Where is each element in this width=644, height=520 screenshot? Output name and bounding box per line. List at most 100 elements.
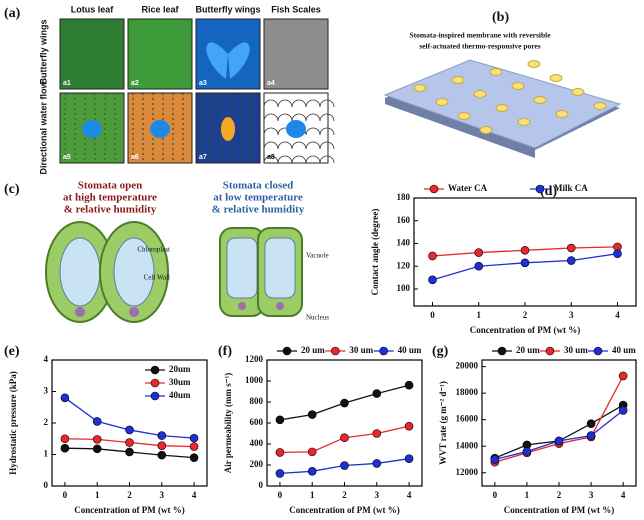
nucleus: [75, 307, 85, 317]
tile-image: [263, 18, 329, 90]
stomata-open-label: Stomata open: [78, 180, 142, 192]
scale: [305, 155, 321, 164]
y-axis-label: Hydrostatic pressure (kPa): [8, 371, 18, 475]
water-drop: [221, 117, 235, 141]
pore: [549, 74, 563, 82]
data-point: [340, 398, 349, 408]
legend-label: Milk CA: [554, 183, 588, 193]
y-tick-label: 12000: [456, 467, 479, 477]
legend-marker: [150, 378, 160, 388]
butterfly: [206, 42, 250, 79]
data-point: [372, 459, 382, 468]
nucleus: [238, 302, 246, 310]
data-point: [157, 450, 167, 460]
plot-frame: [481, 359, 637, 487]
pore: [533, 96, 547, 104]
y-tick-label: 4: [44, 354, 49, 364]
x-tick-label: 4: [192, 490, 197, 500]
data-point: [372, 389, 382, 398]
part-label: Nucleus: [306, 314, 329, 322]
stomata-closed-label: at low temperature: [213, 192, 303, 204]
panel-label: (b): [492, 10, 509, 25]
data-point: [307, 466, 317, 476]
legend-marker: [150, 365, 160, 375]
panel-b-title: self-actuated thermo-responsive pores: [419, 42, 540, 51]
x-tick-label: 3: [589, 490, 594, 500]
x-tick-label: 0: [430, 310, 435, 320]
x-tick-label: 1: [477, 310, 482, 320]
legend-marker: [429, 184, 439, 194]
data-point: [92, 417, 102, 426]
data-point: [474, 261, 484, 271]
series-line: [494, 409, 624, 461]
column-label: Fish Scales: [271, 4, 321, 14]
y-tick-label: 120: [397, 260, 411, 270]
scale: [291, 141, 307, 150]
data-point: [566, 243, 576, 253]
scale: [277, 155, 293, 164]
water-drop: [82, 120, 102, 138]
pore: [571, 88, 585, 96]
data-point: [520, 258, 530, 268]
x-tick-label: 4: [407, 490, 412, 500]
data-point: [586, 431, 596, 440]
legend-label: 40um: [169, 390, 191, 400]
tile-label: a5: [63, 154, 71, 161]
vacuole: [113, 237, 155, 307]
pore: [479, 126, 493, 134]
tile-label: a2: [131, 80, 139, 87]
scale: [305, 99, 321, 108]
scale: [291, 113, 307, 122]
data-point: [520, 245, 530, 255]
pore: [489, 68, 503, 76]
x-tick-label: 0: [63, 490, 68, 500]
legend-marker: [535, 184, 545, 194]
x-tick-label: 3: [569, 310, 574, 320]
legend-label: 20 um: [516, 345, 540, 355]
part-label: Cell Wall: [144, 274, 170, 282]
data-point: [428, 251, 437, 261]
y-tick-label: 16000: [456, 414, 479, 424]
x-tick-label: 0: [278, 490, 283, 500]
scale: [291, 155, 307, 164]
legend-label: 30um: [169, 377, 191, 387]
data-point: [60, 443, 70, 453]
data-point: [613, 249, 622, 259]
row-label: Butterfly wings: [38, 19, 48, 84]
data-point: [92, 435, 102, 444]
pore: [435, 98, 449, 106]
panel-label: (f): [218, 344, 232, 359]
scale: [319, 113, 335, 122]
vacuole: [226, 237, 258, 299]
column-label: Butterfly wings: [195, 4, 260, 14]
legend-marker: [282, 346, 292, 356]
y-tick-label: 2: [44, 417, 49, 427]
data-point: [307, 447, 317, 457]
panel-b-title: Stomata-inspired membrane with reversibl…: [409, 31, 551, 40]
y-axis-label: WVT rate (g m⁻² d⁻¹): [438, 381, 448, 465]
membrane-top: [383, 59, 622, 149]
data-point: [618, 371, 628, 381]
data-point: [372, 429, 382, 438]
x-tick-label: 3: [375, 490, 380, 500]
data-point: [157, 441, 167, 450]
series-line: [494, 375, 624, 463]
legend-label: Water CA: [448, 183, 488, 193]
legend-marker: [331, 346, 340, 356]
x-tick-label: 2: [557, 490, 562, 500]
scale: [263, 99, 279, 108]
data-point: [522, 447, 532, 456]
pore: [457, 112, 471, 120]
stomata-open-label: at high temperature: [63, 192, 157, 204]
column-label: Lotus leaf: [71, 4, 115, 14]
y-tick-label: 100: [397, 283, 411, 293]
legend-marker: [497, 346, 507, 356]
scale: [319, 99, 335, 108]
panel-label: (a): [4, 6, 21, 21]
legend-label: 20um: [169, 364, 191, 374]
scale: [263, 127, 279, 136]
legend-marker: [545, 346, 555, 356]
data-point: [189, 433, 199, 443]
pore: [517, 118, 531, 126]
stomata-open-label: & relative humidity: [64, 204, 157, 216]
